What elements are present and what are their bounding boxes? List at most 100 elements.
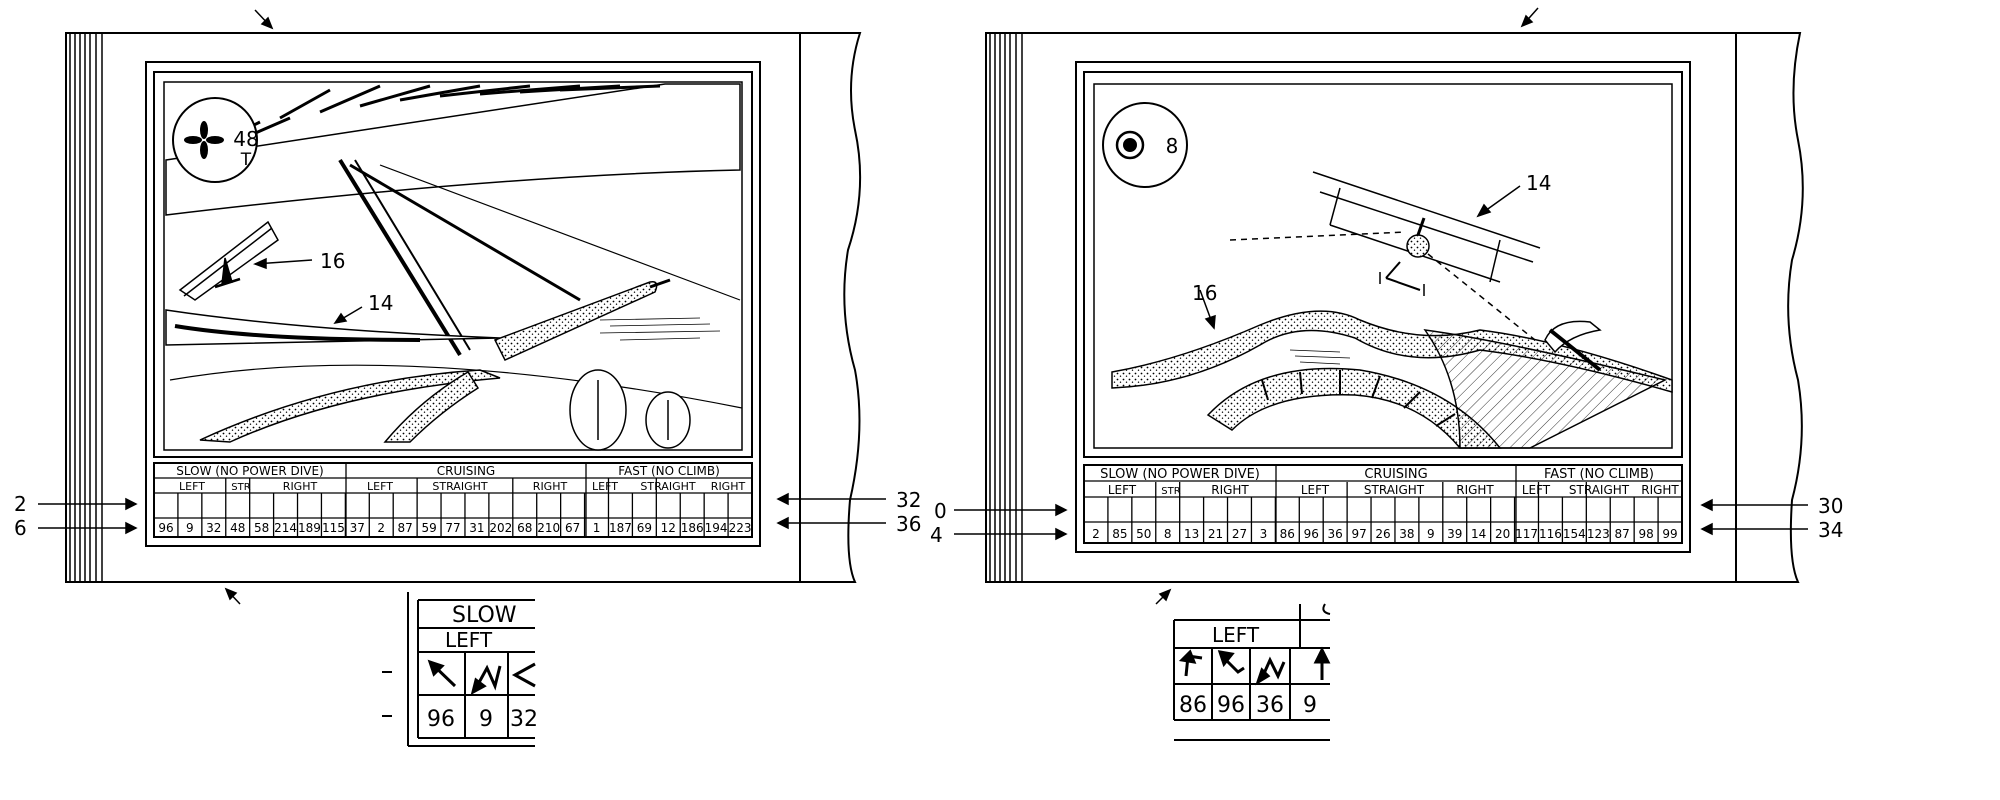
left-ref-arrows (38, 9, 886, 605)
table-number-cell: 32 (206, 521, 221, 535)
right-book-outline (985, 32, 1804, 583)
detail-arrow-icon-1 (427, 659, 457, 688)
table-number-cell: 115 (322, 521, 345, 535)
left-detail-inset (382, 592, 536, 747)
table-number-cell: 48 (230, 521, 245, 535)
table-number-cell: 67 (565, 521, 580, 535)
table-number-cell: 77 (445, 521, 460, 535)
right-sub-header-7: STRAIGHT (1569, 483, 1630, 497)
left-ref-b: 6 (14, 516, 27, 540)
left-scene-inner (163, 81, 743, 451)
table-number-cell: 58 (254, 521, 269, 535)
table-number-cell: 8 (1164, 527, 1172, 541)
table-number-cell: 223 (729, 521, 752, 535)
table-number-cell: 12 (661, 521, 676, 535)
table-number-cell: 37 (350, 521, 365, 535)
left-cockpit-scene (165, 83, 743, 451)
cockpit-rim (169, 364, 743, 409)
table-number-cell: 27 (1232, 527, 1247, 541)
table-number-cell: 187 (609, 521, 632, 535)
right-group-header-0: SLOW (NO POWER DIVE) (1100, 467, 1260, 482)
table-number-cell: 13 (1184, 527, 1199, 541)
table-number-cell: 189 (298, 521, 321, 535)
table-number-cell: 98 (1638, 527, 1653, 541)
ref-label-16-right: 16 (1192, 281, 1217, 305)
enemy-biplane-left (178, 220, 279, 301)
left-group-header-1: CRUISING (437, 464, 495, 478)
sight-line-2 (1427, 253, 1536, 341)
right-detail-inset (1173, 603, 1331, 741)
right-book-spine (989, 33, 1023, 582)
left-panel (38, 9, 886, 747)
ref-label-14-left: 14 (368, 291, 393, 315)
detail-turn-icon-3 (1255, 656, 1286, 686)
table-number-cell: 20 (1495, 527, 1510, 541)
table-number-cell: 1 (593, 521, 601, 535)
left-detail-num-0: 96 (427, 707, 455, 732)
right-scene (1111, 171, 1673, 449)
table-number-cell: 214 (274, 521, 297, 535)
left-sub-header-7: STRAIGHT (640, 480, 695, 493)
table-number-cell: 96 (1304, 527, 1319, 541)
table-number-cell: 210 (537, 521, 560, 535)
right-sub-header-1: STR (1161, 486, 1180, 497)
right-page-frame (1075, 61, 1691, 553)
table-number-cell: 87 (398, 521, 413, 535)
right-sub-header-0: LEFT (1108, 483, 1137, 497)
strut-4 (379, 164, 741, 301)
strut-2 (354, 159, 471, 351)
ref-label-16-left: 16 (320, 249, 345, 273)
table-number-cell: 68 (517, 521, 532, 535)
windscreen (1544, 320, 1602, 354)
table-number-cell: 26 (1375, 527, 1390, 541)
table-number-cell: 99 (1662, 527, 1677, 541)
left-page-frame (145, 61, 761, 547)
left-sub-header-6: LEFT (592, 480, 618, 493)
wing-root (1423, 329, 1668, 449)
table-number-cell: 36 (1328, 527, 1343, 541)
table-number-cell: 186 (681, 521, 704, 535)
table-number-cell: 86 (1280, 527, 1295, 541)
left-panel-text: 48 T 16 14 SLOW (NO POWER DIVE) CRUISING… (14, 127, 921, 732)
left-maneuver-table (153, 462, 753, 538)
right-detail-num-0: 86 (1179, 693, 1207, 718)
right-detail-num-1: 96 (1217, 693, 1245, 718)
right-sub-header-3: LEFT (1301, 483, 1330, 497)
table-number-cell: 69 (637, 521, 652, 535)
propeller-icon (184, 121, 224, 159)
left-sub-header-4: STRAIGHT (432, 480, 487, 493)
table-number-cell: 123 (1587, 527, 1610, 541)
table-number-cell: 117 (1515, 527, 1538, 541)
sight-line-1 (1229, 231, 1406, 241)
table-number-cell: 87 (1615, 527, 1630, 541)
left-group-header-2: FAST (NO CLIMB) (618, 464, 720, 478)
enemy-biplane-right (1312, 171, 1541, 296)
table-number-cell: 14 (1471, 527, 1486, 541)
left-sub-header-8: RIGHT (711, 480, 746, 493)
table-number-cell: 21 (1208, 527, 1223, 541)
right-scene-inner (1093, 83, 1673, 449)
table-number-cell: 154 (1563, 527, 1586, 541)
right-ref-arrows (954, 7, 1808, 605)
right-maneuver-table (1083, 464, 1683, 544)
table-number-cell: 2 (1092, 527, 1100, 541)
left-detail-num-2: 32 (510, 707, 538, 732)
right-ref-a: 0 (934, 499, 947, 523)
right-gauge (1102, 102, 1188, 188)
right-group-header-2: FAST (NO CLIMB) (1544, 467, 1654, 482)
left-sub-header-3: LEFT (367, 480, 393, 493)
detail-turn-icon-2 (1217, 650, 1245, 674)
fuselage-rail (383, 370, 480, 443)
table-number-cell: 50 (1136, 527, 1151, 541)
left-detail-sub: LEFT (445, 628, 493, 652)
right-gauge-number: 8 (1166, 134, 1179, 158)
strut-3 (349, 163, 581, 302)
table-number-cell: 2 (377, 521, 385, 535)
left-detail-num-1: 9 (479, 707, 493, 732)
left-gauge-number: 48 (233, 127, 258, 151)
right-ref-c: 30 (1818, 494, 1843, 518)
table-number-cell: 96 (158, 521, 173, 535)
distant-ground (599, 317, 721, 341)
table-number-cell: 194 (705, 521, 728, 535)
left-sub-header-1: STR (231, 482, 250, 493)
